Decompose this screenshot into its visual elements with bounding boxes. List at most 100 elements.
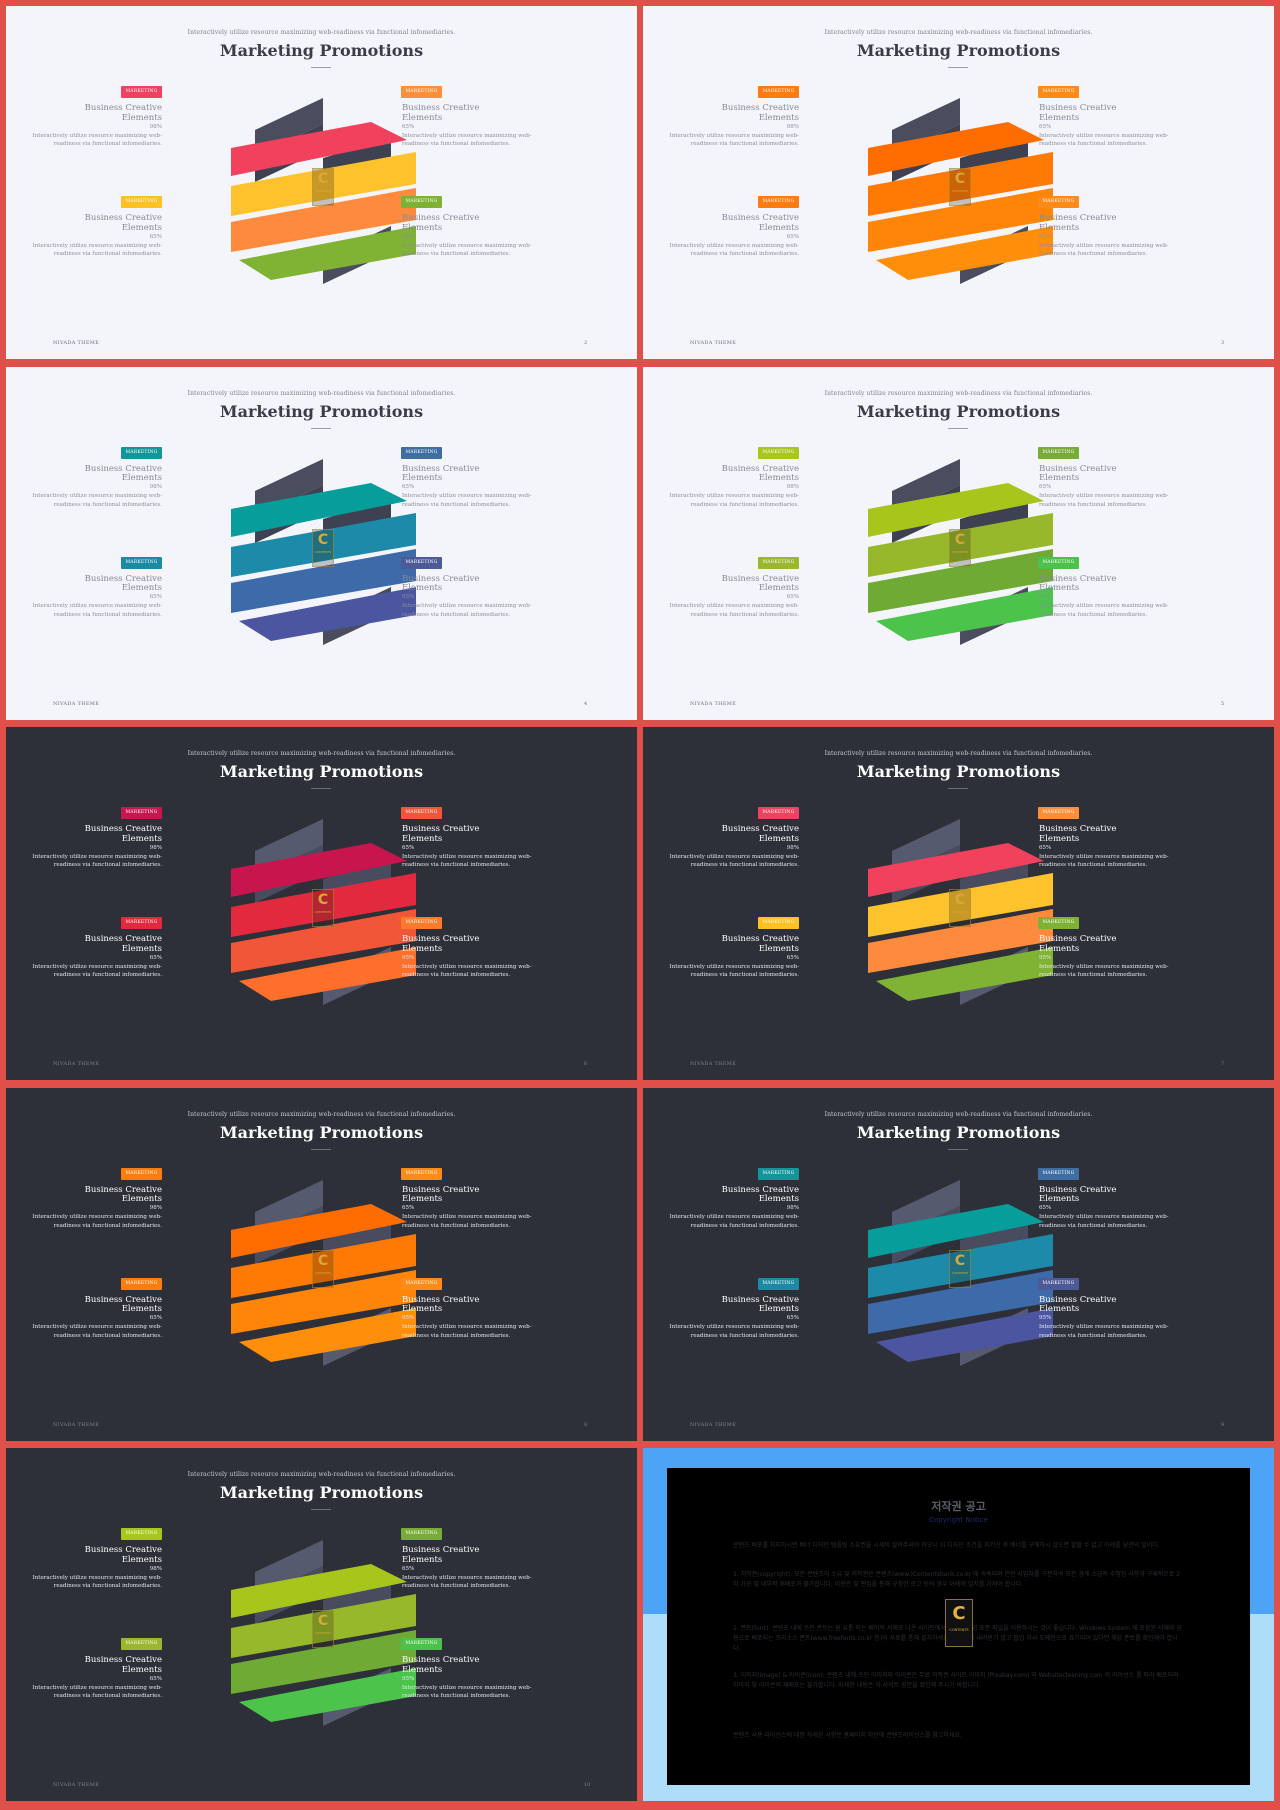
item-heading-line1: Business Creative (402, 1184, 480, 1195)
item-description-line2: readiness via functional infomediaries. (402, 1583, 511, 1590)
slide-title: Marketing Promotions (219, 1483, 424, 1502)
item-percent: 95% (1039, 594, 1052, 601)
ribbon-band-4 (876, 1307, 1053, 1362)
item-description-line1: Interactively utilize resource maximizin… (1039, 242, 1169, 249)
marketing-tag: MARKETING (758, 917, 799, 929)
footer-theme-name: NIVADA THEME (53, 1421, 100, 1428)
item-block-2: Business Creative Elements 65% Interactivel… (1039, 824, 1169, 870)
item-description-line2: readiness via functional infomediaries. (402, 972, 511, 979)
slide-copyright-notice[interactable]: 저작권 공고 Copyright Notice 콘텐츠 배포를 지지하시면 배너 디… (643, 1448, 1274, 1801)
item-block-4: Business Creative Elements 95% Interactivel… (402, 1295, 532, 1341)
slide-2[interactable]: Interactively utilize resource maximizin… (6, 6, 637, 359)
item-block-2: Business Creative Elements 65% Interactivel… (1039, 103, 1169, 149)
page-number: 7 (1221, 1061, 1225, 1067)
item-description-line1: Interactively utilize resource maximizin… (1039, 1324, 1169, 1330)
item-description-line2: readiness via functional infomediaries. (402, 611, 511, 618)
item-description-line2: readiness via functional infomediaries. (53, 141, 162, 148)
copyright-paragraph: 1. 저작권(copyright): 모든 콘텐츠의 소유 및 저작권은 콘텐츠… (733, 1571, 1181, 1588)
title-divider (948, 1148, 968, 1150)
item-description-line1: Interactively utilize resource maximizin… (32, 242, 162, 249)
item-percent: 65% (1039, 484, 1052, 491)
item-description-line2: readiness via functional infomediaries. (53, 862, 162, 869)
slide-3[interactable]: Interactively utilize resource maximizin… (643, 6, 1274, 359)
watermark-letter: C (317, 1613, 329, 1629)
item-heading-line1: Business Creative (1039, 463, 1117, 474)
marketing-tag: MARKETING (121, 556, 162, 569)
item-block-2: Business Creative Elements 65% Interactivel… (1039, 1184, 1169, 1231)
ribbon-band-1 (868, 482, 1044, 537)
item-description-line2: readiness via functional infomediaries. (690, 862, 799, 869)
item-percent: 65% (402, 844, 415, 851)
slide-title: Marketing Promotions (219, 1122, 424, 1142)
slide-4[interactable]: Interactively utilize resource maximizin… (6, 366, 637, 720)
ribbon-band-1 (231, 482, 407, 537)
ribbon-band-3 (231, 909, 416, 973)
marketing-tag: MARKETING (121, 1167, 162, 1180)
item-description-line1: Interactively utilize resource maximizin… (32, 603, 162, 609)
item-percent: 65% (786, 1315, 799, 1322)
item-description-line1: Interactively utilize resource maximizin… (32, 1574, 162, 1581)
marketing-tag: MARKETING (401, 917, 442, 929)
item-description-line2: readiness via functional infomediaries. (690, 611, 799, 618)
item-heading-line2: Elements (758, 583, 799, 594)
page-number: 2 (584, 340, 588, 346)
item-heading-line1: Business Creative (1039, 1184, 1117, 1195)
item-block-1: Business Creative Elements 98% Interactivel… (32, 103, 162, 149)
item-heading-line2: Elements (402, 583, 443, 594)
ribbon-band-1 (231, 843, 407, 897)
ribbon-band-4 (239, 226, 416, 280)
slide-9[interactable]: Interactively utilize resource maximizin… (643, 1087, 1274, 1441)
item-block-2: Business Creative Elements 65% Interactivel… (402, 1184, 532, 1231)
slide-7[interactable]: Interactively utilize resource maximizin… (643, 727, 1274, 1080)
item-percent: 65% (1039, 1205, 1052, 1212)
title-divider (311, 788, 331, 789)
item-heading-line2: Elements (121, 583, 162, 594)
copyright-paragraph: 콘텐츠 배포를 지지하시면 배너 디자인 템플릿 소유권을 시세미 알려주셔야 … (733, 1542, 1160, 1549)
page-number: 3 (1221, 340, 1225, 346)
slide-subtitle: Interactively utilize resource maximizin… (824, 29, 1093, 36)
slide-subtitle: Interactively utilize resource maximizin… (824, 750, 1093, 757)
ribbon-graphic (868, 819, 1053, 1005)
item-heading-line2: Elements (402, 1304, 443, 1315)
ribbon-graphic (231, 819, 416, 1005)
item-block-3: Business Creative Elements 65% Interactivel… (32, 574, 162, 620)
item-description-line1: Interactively utilize resource maximizin… (669, 963, 799, 970)
watermark-text: CONTENTS (951, 189, 969, 193)
item-percent: 65% (1039, 123, 1052, 130)
slide-10[interactable]: Interactively utilize resource maximizin… (6, 1448, 637, 1801)
page-number: 9 (1221, 1421, 1225, 1428)
item-heading-line2: Elements (402, 1554, 443, 1565)
slide-title: Marketing Promotions (219, 401, 424, 421)
item-block-2: Business Creative Elements 65% Interactivel… (402, 1545, 532, 1591)
ribbon-band-2 (868, 512, 1053, 577)
marketing-tag: MARKETING (758, 1167, 799, 1180)
item-description-line1: Interactively utilize resource maximizin… (402, 963, 532, 970)
slide-8[interactable]: Interactively utilize resource maximizin… (6, 1087, 637, 1441)
ribbon-graphic (231, 1540, 416, 1726)
footer-theme-name: NIVADA THEME (53, 1061, 100, 1067)
item-percent: 65% (149, 1315, 162, 1322)
marketing-tag: MARKETING (121, 1277, 162, 1290)
slide-5[interactable]: Interactively utilize resource maximizin… (643, 366, 1274, 720)
item-description-line2: readiness via functional infomediaries. (1039, 251, 1148, 258)
item-description-line2: readiness via functional infomediaries. (690, 251, 799, 258)
item-heading-line1: Business Creative (84, 824, 162, 834)
item-description-line2: readiness via functional infomediaries. (402, 251, 511, 258)
copyright-title: 저작권 공고 (931, 1500, 986, 1513)
ribbon-band-3 (231, 548, 416, 613)
marketing-tag: MARKETING (401, 86, 442, 98)
slide-subtitle: Interactively utilize resource maximizin… (187, 1471, 456, 1478)
copyright-paragraph: 콘텐츠 사용 라이선스에 대한 자세한 사항은 홈페이지 하단에 콘텐츠라이선스… (733, 1732, 962, 1739)
item-description-line2: readiness via functional infomediaries. (53, 611, 162, 618)
item-heading-line2: Elements (1039, 1194, 1080, 1205)
ribbon-band-2 (868, 1233, 1053, 1298)
item-block-4: Business Creative Elements 95% Interactivel… (402, 934, 532, 980)
item-heading-line1: Business Creative (721, 103, 799, 113)
slide-title: Marketing Promotions (856, 1122, 1061, 1142)
item-heading-line2: Elements (402, 112, 443, 123)
item-heading-line2: Elements (121, 943, 162, 954)
item-heading-line1: Business Creative (402, 934, 480, 944)
slide-6[interactable]: Interactively utilize resource maximizin… (6, 727, 637, 1080)
item-heading-line2: Elements (1039, 222, 1080, 233)
marketing-tag: MARKETING (121, 196, 162, 208)
